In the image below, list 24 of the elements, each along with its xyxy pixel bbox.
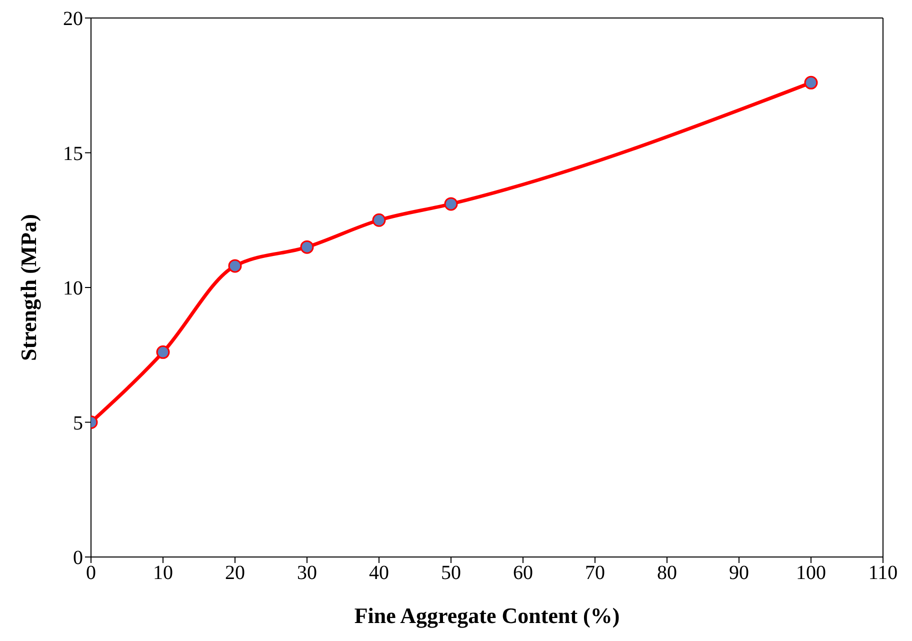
x-tick-label: 30 [297,562,317,584]
point [372,213,386,227]
x-tick-label: 100 [796,562,826,584]
y-tick-label: 15 [63,142,83,165]
x-tick-label: 10 [153,562,173,584]
y-tick-label: 10 [63,278,83,300]
x-tick-label: 110 [868,562,898,584]
x-tick-label: 90 [729,562,749,584]
y-tick-label: 5 [73,412,83,434]
x-tick-label: 40 [369,562,389,584]
point [156,345,170,359]
point [444,197,458,211]
x-tick-label: 70 [585,562,605,584]
y-axis-title: Strength (MPa) [16,214,41,361]
x-axis-title: Fine Aggregate Content (%) [354,603,620,628]
x-tick-label: 60 [513,562,533,584]
x-tick-label: 20 [225,562,245,584]
y-tick-label: 0 [73,547,83,570]
point [804,76,818,90]
point [228,259,242,273]
y-tick-label: 20 [63,8,83,30]
x-tick-label: 50 [441,562,461,584]
point [300,240,314,254]
x-tick-label: 80 [657,562,677,584]
